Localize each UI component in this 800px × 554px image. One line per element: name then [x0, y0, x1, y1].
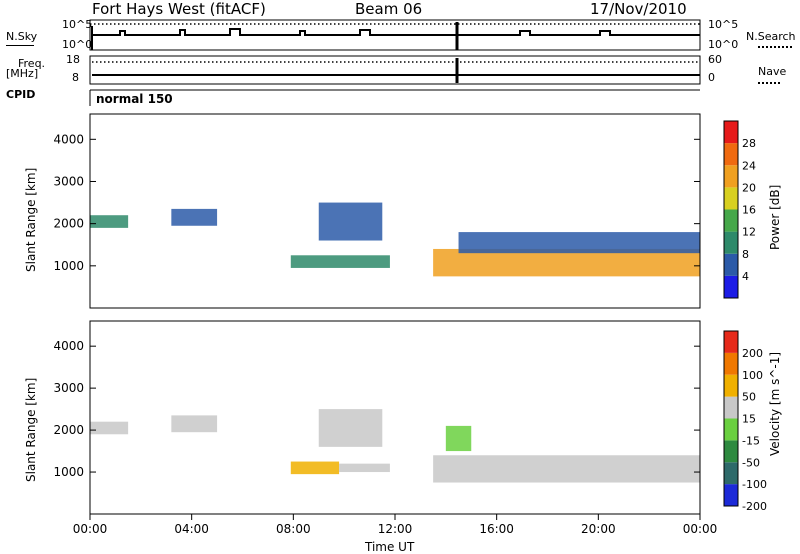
noise-min-right-label: 10^0 [708, 38, 739, 51]
nsearch-line [758, 46, 792, 48]
power-colorbar-swatch-6 [724, 143, 738, 166]
power-ytick-label-0: 1000 [53, 259, 84, 273]
nsky-label: N.Sky [6, 30, 38, 43]
nave-line [758, 82, 780, 84]
velocity-colorbar-frame [723, 330, 739, 507]
x-tick-label-0: 00:00 [73, 522, 108, 536]
velocity-colorbar-swatch-1 [724, 462, 738, 485]
power-colorbar-swatch-0 [724, 275, 738, 298]
velocity-panel: 1000 2000 3000 4000 200 100 50 15 -15 -50 -100 -200 [53, 320, 767, 515]
velocity-ytick-label-3: 4000 [53, 339, 84, 353]
velocity-colorbar-swatch-7 [724, 331, 738, 353]
velocity-colorbar-tick-1: 100 [742, 369, 763, 382]
top-strips [89, 19, 701, 106]
nave-min-label: 0 [708, 71, 715, 84]
x-axis-ticks: 00:00 04:00 08:00 12:00 16:00 20:00 00:00 [73, 514, 718, 536]
power-ytick-label-3: 4000 [53, 132, 84, 146]
nave-max-label: 60 [708, 53, 722, 66]
beam-label: Beam 06 [355, 0, 423, 18]
freq-max-label: 18 [66, 53, 80, 66]
date-label: 17/Nov/2010 [590, 0, 687, 18]
freq-panel [89, 55, 701, 85]
velocity-ylabel: Slant Range [km] [24, 377, 38, 482]
velocity-colorbar-label: Velocity [m s^-1] [768, 351, 782, 456]
x-tick-label-2: 08:00 [276, 522, 311, 536]
power-colorbar-swatch-4 [724, 187, 738, 210]
velocity-colorbar-swatch-6 [724, 352, 738, 375]
velocity-colorbar-swatch-3 [724, 418, 738, 441]
velocity-ytick-label-0: 1000 [53, 465, 84, 479]
x-tick-label-5: 20:00 [581, 522, 616, 536]
velocity-colorbar-tick-0: 200 [742, 347, 763, 360]
station-title: Fort Hays West (fitACF) [92, 0, 266, 18]
velocity-region-3 [339, 463, 390, 473]
power-ytick-label-1: 2000 [53, 217, 84, 231]
power-colorbar-tick-4: 20 [742, 181, 756, 194]
freq-label: Freq. [18, 57, 46, 70]
noise-max-label: 10^5 [62, 18, 93, 31]
velocity-colorbar-swatch-4 [724, 396, 738, 419]
nsearch-label: N.Search [746, 30, 796, 43]
nave-label: Nave [758, 65, 787, 78]
power-colorbar-tick-3: 16 [742, 204, 756, 217]
power-colorbar-tick-1: 8 [742, 248, 749, 261]
velocity-region-2 [290, 461, 340, 475]
nsky-line [6, 45, 34, 46]
power-frame [89, 113, 701, 309]
velocity-colorbar-tick-2: 50 [742, 391, 756, 404]
velocity-region-0 [90, 421, 129, 435]
velocity-colorbar-swatch-2 [724, 440, 738, 463]
velocity-colorbar-tick-6: -100 [742, 478, 767, 491]
power-ylabel: Slant Range [km] [24, 167, 38, 272]
power-colorbar-swatch-1 [724, 253, 738, 276]
power-region-2 [290, 255, 390, 268]
velocity-colorbar-swatch-5 [724, 374, 738, 397]
power-colorbar-swatch-2 [724, 231, 738, 254]
x-tick-label-6: 00:00 [683, 522, 718, 536]
velocity-colorbar-tick-7: -200 [742, 500, 767, 513]
power-colorbar-tick-2: 12 [742, 226, 756, 239]
power-ytick-label-2: 3000 [53, 174, 84, 188]
velocity-ytick-label-2: 3000 [53, 381, 84, 395]
power-region-4 [433, 248, 700, 277]
x-tick-label-3: 12:00 [378, 522, 413, 536]
power-colorbar-swatch-3 [724, 209, 738, 232]
noise-min-label: 10^0 [62, 38, 93, 51]
velocity-region-6 [445, 425, 472, 452]
velocity-colorbar-tick-3: 15 [742, 413, 756, 426]
mhz-label: [MHz] [6, 67, 39, 80]
velocity-region-4 [318, 409, 383, 447]
power-region-1 [171, 208, 218, 226]
power-region-5 [458, 232, 700, 254]
power-colorbar-label: Power [dB] [768, 184, 782, 250]
nsky-trace [92, 28, 700, 36]
noise-max-right-label: 10^5 [708, 18, 739, 31]
x-tick-label-1: 04:00 [174, 522, 209, 536]
power-colorbar-swatch-7 [724, 121, 738, 144]
velocity-ytick-label-1: 2000 [53, 423, 84, 437]
velocity-colorbar-swatch-0 [724, 484, 738, 506]
power-panel: 1000 2000 3000 4000 4 8 12 16 20 24 28 [53, 113, 756, 309]
velocity-colorbar-tick-5: -50 [742, 456, 760, 469]
power-colorbar-tick-0: 4 [742, 270, 749, 283]
x-axis-title: Time UT [365, 540, 415, 554]
power-region-3 [318, 202, 383, 241]
cpid-value: normal 150 [96, 92, 173, 106]
power-region-0 [90, 215, 129, 228]
freq-min-label: 8 [72, 71, 79, 84]
power-colorbar-tick-6: 28 [742, 137, 756, 150]
velocity-colorbar-tick-4: -15 [742, 434, 760, 447]
power-colorbar-tick-5: 24 [742, 159, 756, 172]
velocity-region-5 [433, 455, 700, 483]
power-colorbar-frame [723, 120, 739, 299]
velocity-region-1 [171, 415, 218, 433]
power-colorbar-swatch-5 [724, 165, 738, 188]
x-tick-label-4: 16:00 [479, 522, 514, 536]
cpid-label: CPID [6, 88, 36, 101]
